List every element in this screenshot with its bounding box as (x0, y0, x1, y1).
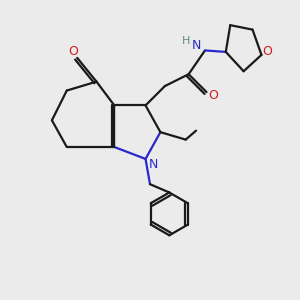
Text: O: O (208, 88, 218, 101)
Text: N: N (149, 158, 159, 171)
Text: O: O (262, 45, 272, 58)
Text: H: H (182, 36, 191, 46)
Text: N: N (192, 39, 201, 52)
Text: O: O (68, 45, 78, 58)
